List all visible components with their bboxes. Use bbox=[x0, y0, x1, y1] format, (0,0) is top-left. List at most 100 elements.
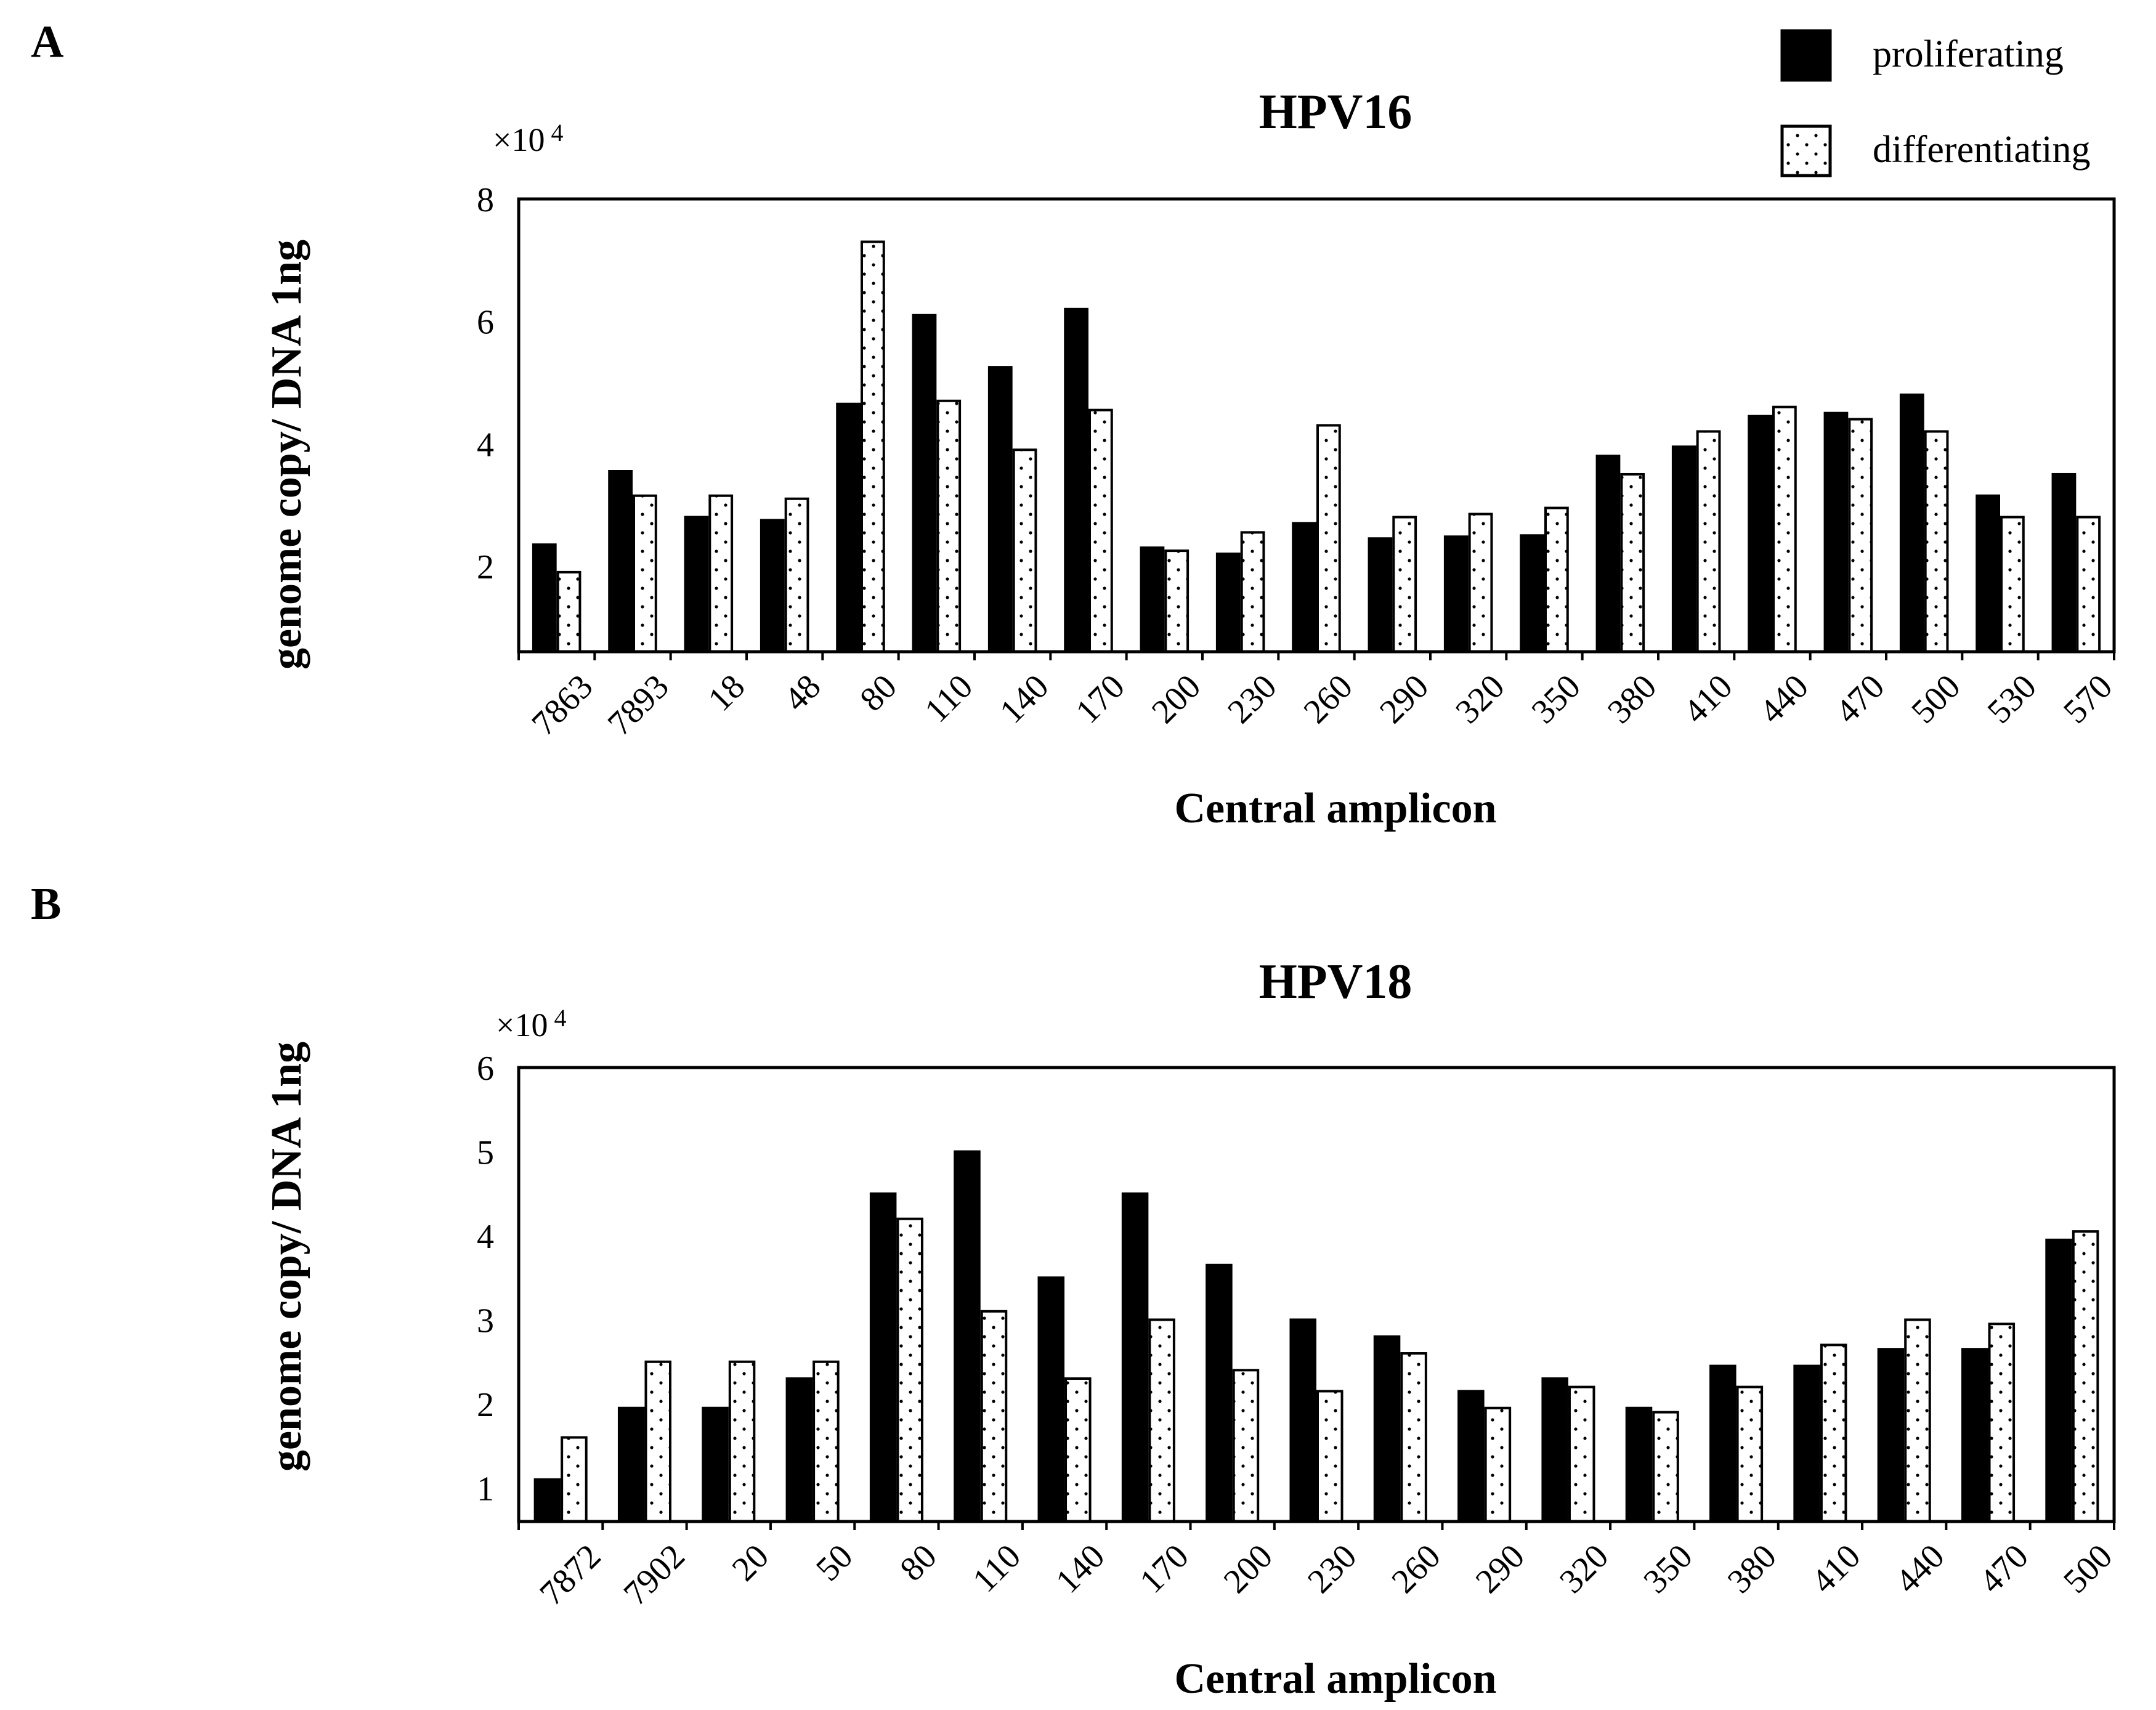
y-tick-label: 2 bbox=[477, 1386, 494, 1424]
bar-proliferating bbox=[1373, 1335, 1401, 1523]
x-tick-label: 290 bbox=[1469, 1537, 1532, 1600]
y-tick-label: 3 bbox=[477, 1302, 494, 1340]
bar-differentiating bbox=[644, 1360, 672, 1523]
y-tick-label: 2 bbox=[477, 548, 494, 586]
bar-differentiating bbox=[1484, 1406, 1512, 1523]
x-axis-ticks: 7872 7902 20 50 80 110 140 170 200 230 260 290 320 35… bbox=[517, 1522, 2120, 1613]
bar-differentiating bbox=[936, 399, 962, 653]
bar-proliferating bbox=[1625, 1406, 1653, 1523]
x-tick-label: 290 bbox=[1372, 667, 1436, 731]
bar-proliferating bbox=[1457, 1390, 1485, 1523]
bar-proliferating bbox=[1292, 522, 1317, 654]
x-tick-label: 48 bbox=[777, 667, 828, 718]
bar-proliferating bbox=[1121, 1192, 1149, 1523]
bar-differentiating bbox=[980, 1310, 1008, 1523]
x-tick-label: 320 bbox=[1448, 667, 1512, 731]
x-tick-label: 140 bbox=[992, 667, 1056, 731]
x-tick-label: 500 bbox=[2056, 1537, 2120, 1600]
bar-proliferating bbox=[532, 543, 557, 653]
y-tick-label: 5 bbox=[477, 1133, 494, 1172]
bar-proliferating bbox=[987, 366, 1013, 653]
y-tick-label: 6 bbox=[477, 1050, 494, 1088]
bar-proliferating bbox=[1037, 1276, 1065, 1523]
legend-swatch-differentiating bbox=[1780, 124, 1832, 177]
bar-differentiating bbox=[728, 1360, 756, 1523]
chart-title: HPV16 bbox=[1259, 85, 1412, 139]
x-tick-label: 110 bbox=[917, 667, 980, 730]
bar-differentiating bbox=[2076, 516, 2101, 654]
bar-proliferating bbox=[1520, 534, 1545, 654]
bar-proliferating bbox=[1709, 1364, 1737, 1523]
y-tick-label: 4 bbox=[477, 426, 494, 464]
x-tick-label: 170 bbox=[1132, 1537, 1196, 1600]
panel-b: B HPV18 ×10 4 genome copy/ DNA 1ng Centra… bbox=[31, 879, 2120, 1703]
x-tick-label: 110 bbox=[965, 1537, 1028, 1600]
bar-proliferating bbox=[608, 469, 633, 653]
panel-letter: B bbox=[31, 879, 61, 930]
bar-differentiating bbox=[1392, 516, 1417, 654]
x-tick-label: 260 bbox=[1297, 667, 1360, 731]
bar-differentiating bbox=[784, 497, 809, 654]
x-tick-label: 7863 bbox=[524, 667, 600, 743]
bar-proliferating bbox=[912, 314, 937, 654]
legend-label-proliferating: proliferating bbox=[1873, 33, 2064, 75]
bar-differentiating bbox=[1620, 472, 1645, 653]
bar-proliferating bbox=[1877, 1348, 1905, 1523]
bar-differentiating bbox=[813, 1360, 840, 1523]
bar-differentiating bbox=[1988, 1323, 2016, 1523]
bar-differentiating bbox=[1468, 513, 1493, 653]
x-tick-label: 200 bbox=[1145, 667, 1208, 731]
bar-proliferating bbox=[1443, 535, 1469, 653]
x-tick-label: 470 bbox=[1972, 1537, 2036, 1600]
bar-proliferating bbox=[1961, 1348, 1988, 1523]
bar-proliferating bbox=[617, 1406, 645, 1523]
y-axis-title: genome copy/ DNA 1ng bbox=[263, 1042, 310, 1472]
bars bbox=[532, 240, 2101, 654]
bar-differentiating bbox=[1772, 405, 1797, 653]
bars bbox=[533, 1150, 2099, 1523]
bar-differentiating bbox=[1148, 1318, 1175, 1523]
bar-differentiating bbox=[1848, 418, 1873, 653]
x-tick-label: 500 bbox=[1904, 667, 1968, 731]
bar-proliferating bbox=[2045, 1238, 2072, 1523]
bar-differentiating bbox=[2000, 516, 2025, 654]
bar-proliferating bbox=[869, 1192, 897, 1523]
x-tick-label: 260 bbox=[1384, 1537, 1448, 1600]
legend: proliferating differentiating bbox=[1780, 29, 2091, 177]
x-tick-label: 80 bbox=[893, 1537, 944, 1588]
panel-letter: A bbox=[31, 17, 63, 67]
bar-differentiating bbox=[1232, 1369, 1260, 1523]
x-tick-label: 440 bbox=[1753, 667, 1816, 731]
bar-proliferating bbox=[1793, 1364, 1820, 1523]
y-tick-label: 8 bbox=[477, 181, 494, 219]
x-tick-label: 410 bbox=[1804, 1537, 1868, 1600]
bar-differentiating bbox=[896, 1217, 923, 1523]
bar-differentiating bbox=[633, 494, 657, 653]
bar-proliferating bbox=[1899, 393, 1924, 653]
bar-differentiating bbox=[1696, 430, 1721, 653]
x-tick-label: 570 bbox=[2056, 667, 2120, 731]
bar-differentiating bbox=[1652, 1411, 1679, 1523]
y-tick-label: 1 bbox=[477, 1470, 494, 1508]
y-multiplier: ×10 4 bbox=[493, 119, 563, 158]
plot-frame bbox=[517, 197, 2116, 654]
bar-proliferating bbox=[684, 516, 709, 654]
bar-proliferating bbox=[1289, 1318, 1317, 1523]
x-tick-label: 440 bbox=[1888, 1537, 1951, 1600]
bar-differentiating bbox=[1240, 531, 1265, 653]
bar-proliferating bbox=[702, 1406, 729, 1523]
bar-proliferating bbox=[1368, 537, 1393, 653]
bar-proliferating bbox=[1541, 1377, 1568, 1523]
y-tick-label: 6 bbox=[477, 304, 494, 342]
y-axis-ticks: 2 4 6 8 bbox=[477, 181, 494, 586]
x-tick-label: 350 bbox=[1636, 1537, 1700, 1600]
bar-differentiating bbox=[1164, 549, 1189, 653]
bar-differentiating bbox=[708, 494, 734, 653]
y-axis-title: genome copy/ DNA 1ng bbox=[263, 240, 310, 670]
x-tick-label: 380 bbox=[1600, 667, 1664, 731]
x-tick-label: 170 bbox=[1069, 667, 1132, 731]
bar-differentiating bbox=[1904, 1318, 1931, 1523]
bar-differentiating bbox=[1088, 408, 1113, 654]
x-tick-label: 7872 bbox=[532, 1537, 608, 1613]
x-tick-label: 350 bbox=[1525, 667, 1588, 731]
